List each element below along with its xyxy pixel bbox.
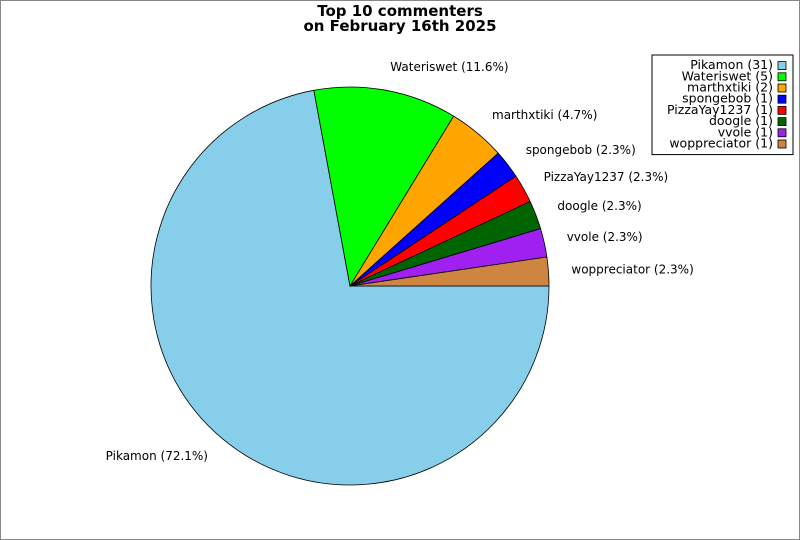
pie-slice-labels: Pikamon (72.1%) Wateriswet (11.6%) marthxt… (106, 60, 694, 463)
chart-title: Top 10 commenters on February 16th 2025 (303, 2, 496, 35)
legend: Pikamon (31)Wateriswet (5)marthxtiki (2)… (651, 54, 794, 156)
slice-label-wateriswet: Wateriswet (11.6%) (390, 60, 508, 74)
legend-entry-pizzayay1237: PizzaYay1237 (1) (667, 102, 773, 117)
chart-title-line-2: on February 16th 2025 (303, 17, 496, 35)
legend-entry-wateriswet: Wateriswet (5) (682, 68, 773, 83)
slice-label-pizzayay1237: PizzaYay1237 (2.3%) (544, 170, 669, 184)
legend-entry-woppreciator: woppreciator (1) (669, 136, 773, 151)
legend-frame (651, 54, 794, 156)
pie-slice-pikamon (150, 89, 550, 486)
legend-swatch-doogle (777, 117, 787, 126)
legend-entry-vvole: vvole (1) (718, 124, 773, 139)
slice-label-pikamon: Pikamon (72.1%) (106, 449, 208, 463)
legend-swatch-spongebob (777, 94, 787, 104)
pie-slices (150, 86, 550, 486)
slice-label-marthxtiki: marthxtiki (4.7%) (492, 108, 597, 122)
legend-entry-pikamon: Pikamon (31) (690, 57, 773, 72)
legend-swatch-pizzayay1237 (777, 106, 787, 115)
pie-slice-wateriswet (313, 86, 455, 288)
legend-swatch-marthxtiki (777, 83, 787, 93)
legend-swatch-woppreciator (777, 139, 787, 149)
chart-title-line-1: Top 10 commenters (317, 2, 483, 20)
slice-label-spongebob: spongebob (2.3%) (526, 143, 636, 157)
legend-swatch-wateriswet (777, 72, 787, 82)
legend-entry-spongebob: spongebob (1) (682, 91, 773, 106)
slice-label-woppreciator: woppreciator (2.3%) (571, 262, 693, 276)
legend-swatch-vvole (777, 128, 787, 138)
pie-slice-woppreciator (349, 256, 550, 287)
legend-entry-doogle: doogle (1) (709, 113, 773, 128)
slice-label-vvole: vvole (2.3%) (567, 230, 643, 244)
slice-label-doogle: doogle (2.3%) (557, 199, 641, 213)
legend-entry-marthxtiki: marthxtiki (2) (687, 80, 773, 95)
legend-swatch-pikamon (777, 61, 787, 70)
